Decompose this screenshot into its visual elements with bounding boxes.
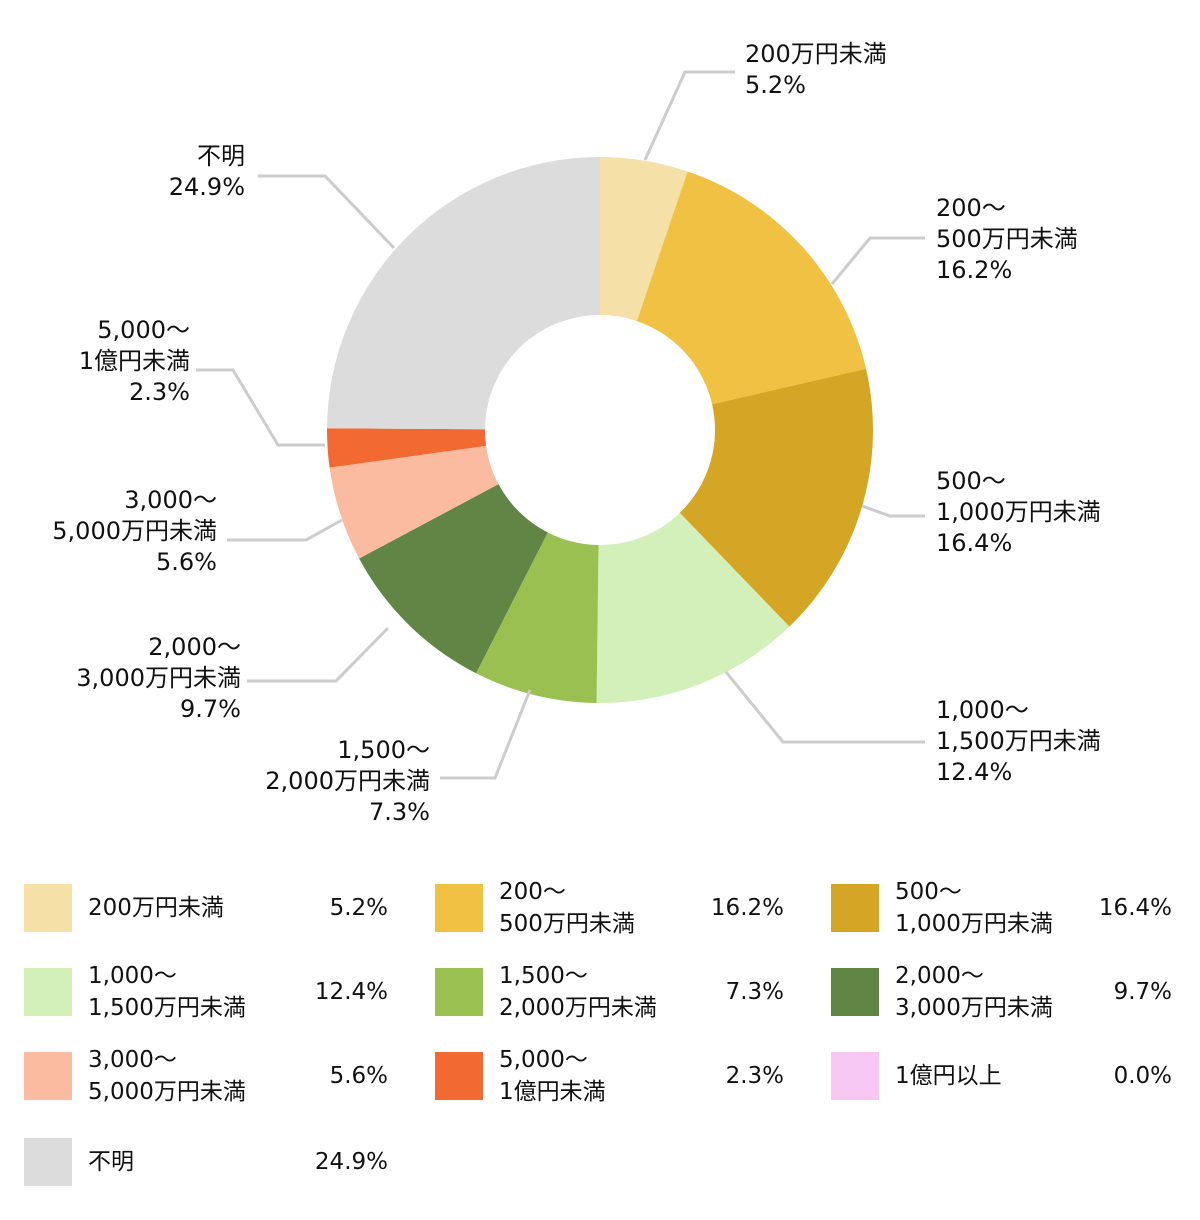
legend-label: 5,000〜 1億円未満 xyxy=(499,1047,606,1105)
legend-item-0: 200万円未満 5.2% xyxy=(24,880,388,936)
legend-value: 2.3% xyxy=(725,1063,784,1089)
chart-leader-lines xyxy=(196,70,925,780)
legend-swatch xyxy=(24,884,72,932)
leader-line-6 xyxy=(227,518,343,542)
callout-label-2: 500〜 1,000万円未満 16.4% xyxy=(936,467,1101,557)
leader-line-1 xyxy=(830,236,925,285)
legend-value: 9.7% xyxy=(1113,979,1172,1005)
leader-line-2 xyxy=(861,504,925,518)
chart-callout-labels: 200万円未満 5.2% 200〜 500万円未満 16.2% 500〜 1,000万円未満… xyxy=(52,40,1100,826)
legend-label: 200〜 500万円未満 xyxy=(499,879,635,937)
pie-slice-2 xyxy=(679,368,873,627)
leader-line-3 xyxy=(724,671,925,744)
legend-swatch xyxy=(435,968,483,1016)
legend-value: 16.2% xyxy=(710,895,784,921)
legend-swatch xyxy=(831,968,879,1016)
pie-slice-5 xyxy=(359,484,548,674)
legend-swatch xyxy=(831,884,879,932)
legend-value: 24.9% xyxy=(314,1149,388,1175)
legend-item-3: 1,000〜 1,500万円未満 12.4% xyxy=(24,963,388,1021)
legend-item-5: 2,000〜 3,000万円未満 9.7% xyxy=(831,963,1172,1021)
legend-label: 3,000〜 5,000万円未満 xyxy=(88,1047,246,1105)
legend-swatch xyxy=(24,968,72,1016)
legend-value: 7.3% xyxy=(725,979,784,1005)
pie-slice-4 xyxy=(476,532,599,703)
callout-label-4: 1,500〜 2,000万円未満 7.3% xyxy=(265,736,430,826)
callout-label-9: 不明 24.9% xyxy=(169,142,245,201)
legend-swatch xyxy=(24,1052,72,1100)
chart-slices xyxy=(327,157,873,703)
legend-label: 1億円以上 xyxy=(895,1063,1002,1089)
legend-swatch xyxy=(24,1138,72,1186)
legend-item-2: 500〜 1,000万円未満 16.4% xyxy=(831,879,1172,937)
leader-line-9 xyxy=(258,174,396,250)
donut-chart: 200万円未満 5.2% 200〜 500万円未満 16.2% 500〜 1,000万円未満… xyxy=(52,40,1100,826)
pie-slice-6 xyxy=(329,445,499,559)
legend-swatch xyxy=(435,1052,483,1100)
pie-slice-3 xyxy=(596,512,790,703)
legend-label: 500〜 1,000万円未満 xyxy=(895,879,1053,937)
legend-item-8: 1億円以上 0.0% xyxy=(831,1048,1172,1104)
legend-label: 不明 xyxy=(88,1149,134,1175)
legend-label: 200万円未満 xyxy=(88,895,224,921)
callout-label-5: 2,000〜 3,000万円未満 9.7% xyxy=(76,633,241,723)
leader-line-0 xyxy=(643,70,735,161)
callout-label-7: 5,000〜 1億円未満 2.3% xyxy=(79,316,190,406)
callout-label-6: 3,000〜 5,000万円未満 5.6% xyxy=(52,486,217,576)
legend-value: 16.4% xyxy=(1098,895,1172,921)
pie-slice-1 xyxy=(636,171,867,405)
pie-slice-0 xyxy=(600,157,688,322)
legend-label: 2,000〜 3,000万円未満 xyxy=(895,963,1053,1021)
legend-label: 1,500〜 2,000万円未満 xyxy=(499,963,657,1021)
legend-value: 5.2% xyxy=(329,895,388,921)
legend-item-6: 3,000〜 5,000万円未満 5.6% xyxy=(24,1047,388,1105)
pie-slice-9 xyxy=(327,157,600,430)
leader-line-5 xyxy=(247,626,390,683)
callout-label-1: 200〜 500万円未満 16.2% xyxy=(936,194,1078,284)
legend-item-4: 1,500〜 2,000万円未満 7.3% xyxy=(435,963,784,1021)
legend-value: 0.0% xyxy=(1113,1063,1172,1089)
legend-value: 5.6% xyxy=(329,1063,388,1089)
legend-item-9: 不明 24.9% xyxy=(24,1134,388,1190)
callout-label-0: 200万円未満 5.2% xyxy=(745,40,887,99)
pie-slice-7 xyxy=(327,428,487,468)
legend-item-7: 5,000〜 1億円未満 2.3% xyxy=(435,1047,784,1105)
legend-value: 12.4% xyxy=(314,979,388,1005)
leader-line-4 xyxy=(440,689,532,780)
legend-swatch xyxy=(831,1052,879,1100)
legend-item-1: 200〜 500万円未満 16.2% xyxy=(435,879,784,937)
legend-label: 1,000〜 1,500万円未満 xyxy=(88,963,246,1021)
legend-swatch xyxy=(435,884,483,932)
callout-label-3: 1,000〜 1,500万円未満 12.4% xyxy=(936,696,1101,786)
leader-line-7 xyxy=(196,368,325,447)
